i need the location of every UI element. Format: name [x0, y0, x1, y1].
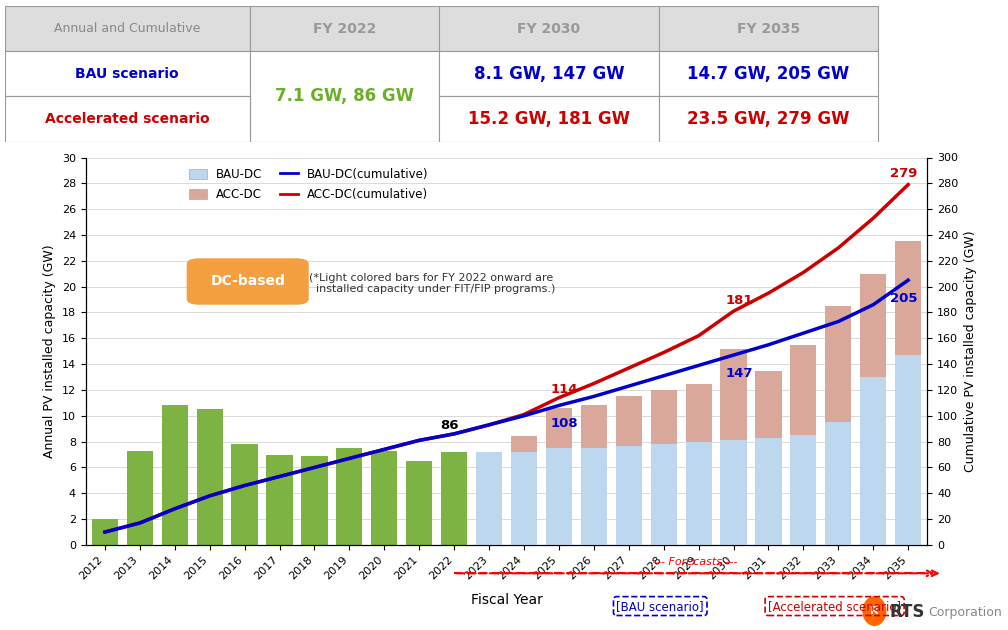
Bar	[685, 442, 712, 545]
Text: Accelerated scenario: Accelerated scenario	[45, 112, 210, 126]
FancyBboxPatch shape	[250, 51, 439, 142]
Bar	[581, 448, 607, 545]
Text: 147: 147	[726, 367, 753, 380]
Text: R: R	[870, 606, 879, 616]
Bar	[442, 452, 468, 545]
Text: 181: 181	[726, 294, 753, 307]
FancyBboxPatch shape	[658, 51, 878, 96]
Bar	[92, 519, 118, 545]
FancyBboxPatch shape	[5, 51, 250, 96]
Text: 7.1 GW, 86 GW: 7.1 GW, 86 GW	[275, 88, 414, 105]
Legend: BAU-DC, ACC-DC, BAU-DC(cumulative), ACC-DC(cumulative): BAU-DC, ACC-DC, BAU-DC(cumulative), ACC-…	[184, 163, 433, 206]
FancyBboxPatch shape	[658, 6, 878, 51]
Bar	[371, 450, 397, 545]
Text: [BAU scenario]: [BAU scenario]	[617, 600, 704, 612]
Bar	[232, 444, 258, 545]
FancyBboxPatch shape	[5, 6, 250, 51]
Bar	[161, 406, 187, 545]
Bar	[860, 273, 886, 545]
Text: 86: 86	[440, 419, 460, 432]
Text: FY 2022: FY 2022	[312, 21, 376, 36]
Y-axis label: Annual PV installed capacity (GW): Annual PV installed capacity (GW)	[43, 244, 56, 458]
Text: DC-based: DC-based	[211, 275, 285, 289]
Bar	[266, 455, 292, 545]
Bar	[755, 438, 781, 545]
Bar	[616, 396, 642, 545]
Bar	[545, 448, 572, 545]
Bar	[476, 452, 502, 545]
Bar	[511, 437, 537, 545]
Bar	[755, 370, 781, 545]
Bar	[197, 410, 223, 545]
X-axis label: Fiscal Year: Fiscal Year	[471, 593, 542, 607]
Text: RTS: RTS	[889, 604, 924, 621]
Bar	[545, 408, 572, 545]
Bar	[826, 306, 852, 545]
Bar	[650, 390, 676, 545]
Bar	[685, 384, 712, 545]
Text: BAU scenario: BAU scenario	[76, 67, 179, 81]
Bar	[337, 448, 363, 545]
FancyBboxPatch shape	[186, 258, 308, 305]
Text: 15.2 GW, 181 GW: 15.2 GW, 181 GW	[468, 110, 630, 128]
FancyBboxPatch shape	[250, 6, 439, 51]
Bar	[301, 456, 328, 545]
Text: 108: 108	[550, 417, 579, 430]
FancyBboxPatch shape	[5, 96, 250, 142]
Text: 14.7 GW, 205 GW: 14.7 GW, 205 GW	[687, 65, 850, 83]
Bar	[511, 452, 537, 545]
Bar	[616, 445, 642, 545]
Bar	[826, 422, 852, 545]
Bar	[721, 440, 747, 545]
Text: 205: 205	[890, 292, 917, 305]
Text: 23.5 GW, 279 GW: 23.5 GW, 279 GW	[687, 110, 850, 128]
FancyBboxPatch shape	[439, 6, 658, 51]
Bar	[127, 450, 153, 545]
Bar	[650, 444, 676, 545]
Bar	[406, 461, 432, 545]
Bar	[895, 355, 921, 545]
Bar	[860, 377, 886, 545]
Text: Corporation: Corporation	[928, 606, 1002, 619]
Text: [Accelerated scenario]: [Accelerated scenario]	[768, 600, 901, 612]
FancyBboxPatch shape	[439, 51, 658, 96]
Y-axis label: Cumulative PV installed capacity (GW): Cumulative PV installed capacity (GW)	[964, 231, 977, 472]
Bar	[581, 406, 607, 545]
Text: FY 2035: FY 2035	[737, 21, 800, 36]
Text: 114: 114	[550, 383, 579, 396]
Text: 8.1 GW, 147 GW: 8.1 GW, 147 GW	[474, 65, 624, 83]
Text: Annual and Cumulative: Annual and Cumulative	[54, 22, 201, 35]
Bar	[895, 241, 921, 545]
Text: FY 2030: FY 2030	[517, 21, 581, 36]
Bar	[790, 345, 816, 545]
Text: --- Forecasts ---: --- Forecasts ---	[653, 557, 738, 567]
FancyBboxPatch shape	[658, 96, 878, 142]
Bar	[721, 348, 747, 545]
Bar	[476, 452, 502, 545]
Circle shape	[863, 597, 886, 625]
Text: (*Light colored bars for FY 2022 onward are
  installed capacity under FIT/FIP p: (*Light colored bars for FY 2022 onward …	[308, 273, 555, 294]
Text: 279: 279	[890, 167, 917, 180]
FancyBboxPatch shape	[439, 96, 658, 142]
Bar	[790, 435, 816, 545]
